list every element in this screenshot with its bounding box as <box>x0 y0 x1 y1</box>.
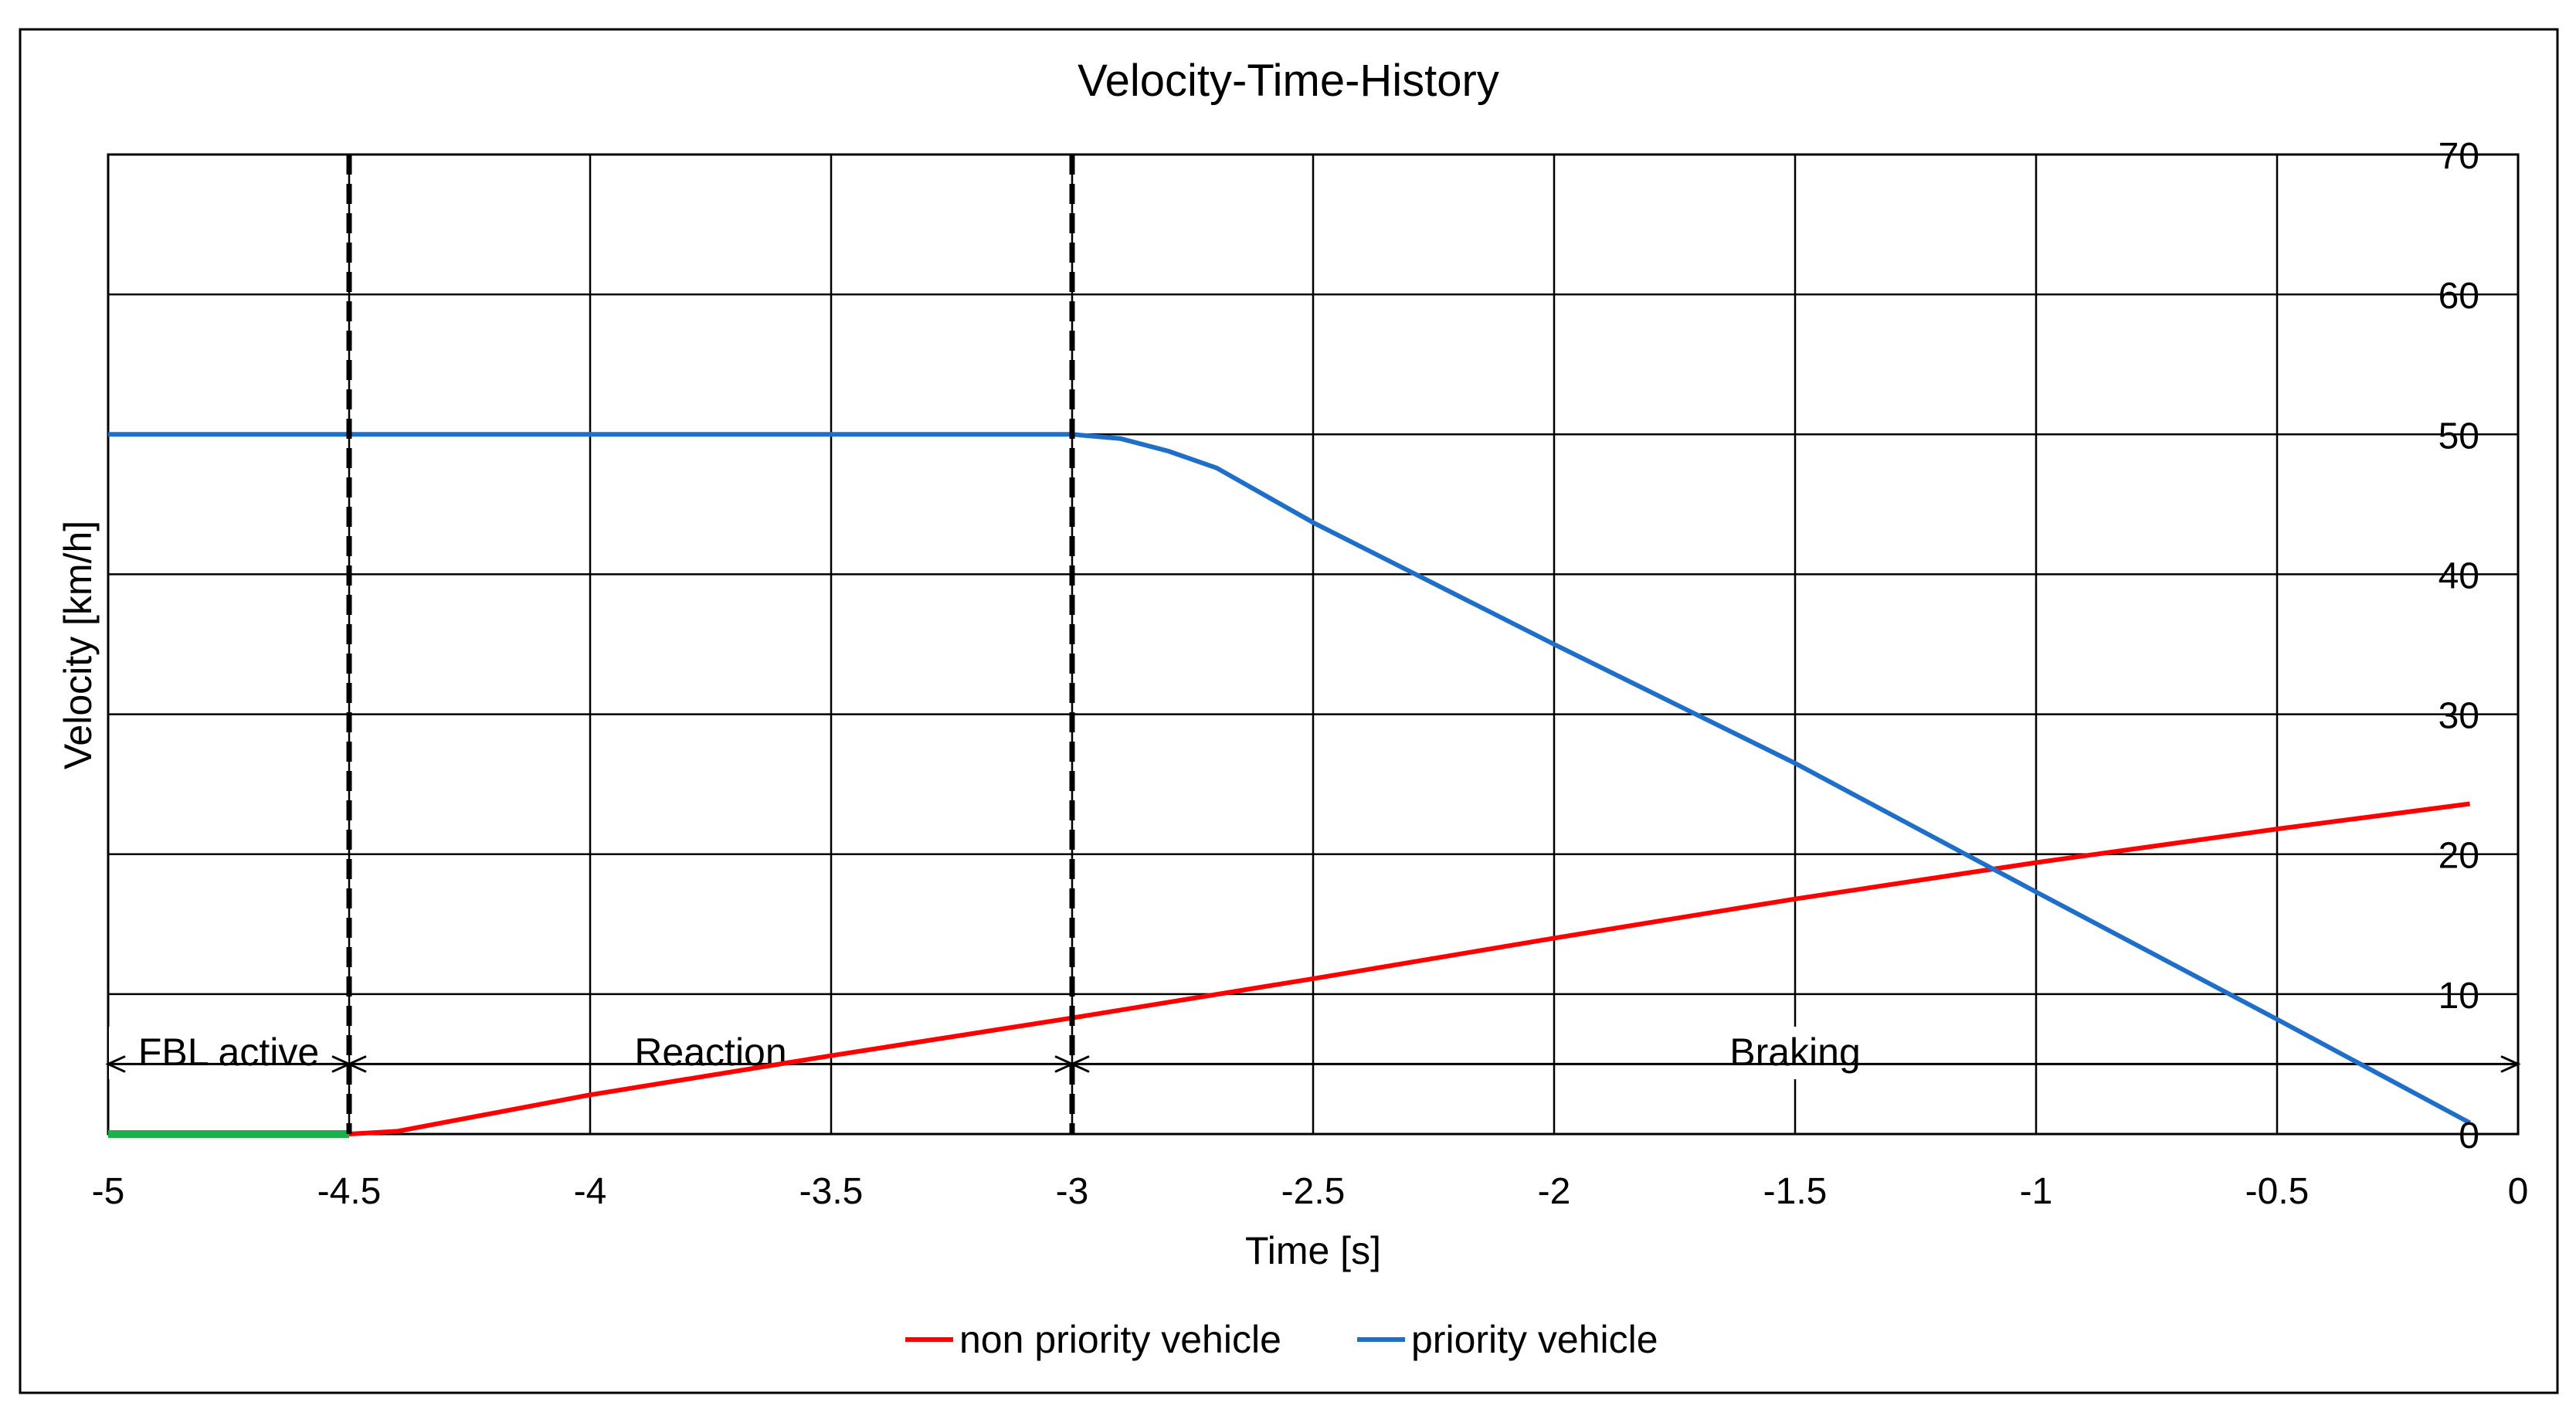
phase-label: Braking <box>1729 1031 1861 1074</box>
x-tick-label: -3 <box>1056 1171 1089 1212</box>
series-line-priority <box>108 432 2472 1126</box>
x-axis-title: Time [s] <box>1245 1229 1381 1272</box>
x-tick-label: -1.5 <box>1763 1171 1828 1212</box>
series-line-non-priority <box>348 801 2470 1136</box>
x-tick-label: -1 <box>2020 1171 2053 1212</box>
phase-label: FBL active <box>138 1031 319 1074</box>
y-tick-label: 30 <box>2439 696 2479 737</box>
y-tick-label: 40 <box>2439 555 2479 596</box>
x-tick-label: -2.5 <box>1281 1171 1346 1212</box>
legend-label: priority vehicle <box>1411 1318 1658 1361</box>
phase-label-bg <box>612 1027 809 1080</box>
legend-label: non priority vehicle <box>959 1318 1281 1361</box>
x-tick-label: 0 <box>2508 1171 2529 1212</box>
phase-arrowhead-right <box>2500 1055 2521 1073</box>
y-tick-label: 70 <box>2439 136 2479 177</box>
x-tick-label: -5 <box>92 1171 125 1212</box>
phase-arrowhead-left <box>105 1055 126 1073</box>
chart-title: Velocity-Time-History <box>1078 56 1499 106</box>
y-tick-label: 60 <box>2439 276 2479 317</box>
phase-label-bg <box>109 1027 348 1080</box>
phase-dividers <box>346 155 1075 1134</box>
x-tick-label: -4.5 <box>317 1171 382 1212</box>
x-tick-label: -3.5 <box>799 1171 864 1212</box>
x-tick-label: -0.5 <box>2245 1171 2310 1212</box>
phase-arrowhead-left <box>1069 1055 1090 1073</box>
chart-frame <box>19 28 2559 1394</box>
y-axis-title: Velocity [km/h] <box>56 521 100 769</box>
y-tick-labels: 0 10 20 30 40 50 60 70 <box>2439 136 2479 1156</box>
plot-area-border <box>107 153 2520 1136</box>
phase-annotations: FBL active Reaction Braking <box>105 1027 2521 1080</box>
legend: non priority vehicle priority vehicle <box>905 1318 1658 1361</box>
x-tick-labels: -5 -4.5 -4 -3.5 -3 -2.5 -2 -1.5 -1 -0.5 0 <box>92 1171 2529 1212</box>
y-tick-label: 50 <box>2439 416 2479 457</box>
x-tick-label: -4 <box>574 1171 607 1212</box>
x-tick-label: -2 <box>1538 1171 1571 1212</box>
phase-arrowhead-left <box>346 1055 367 1073</box>
y-tick-label: 20 <box>2439 836 2479 877</box>
phase-label-bg <box>1706 1027 1884 1080</box>
y-tick-label: 10 <box>2439 976 2479 1017</box>
y-tick-label: 0 <box>2459 1115 2479 1156</box>
series-group <box>108 432 2472 1138</box>
